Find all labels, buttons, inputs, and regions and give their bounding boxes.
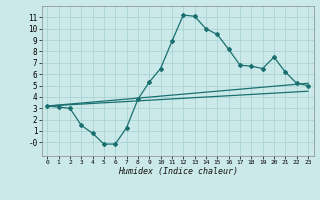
X-axis label: Humidex (Indice chaleur): Humidex (Indice chaleur)	[118, 167, 237, 176]
